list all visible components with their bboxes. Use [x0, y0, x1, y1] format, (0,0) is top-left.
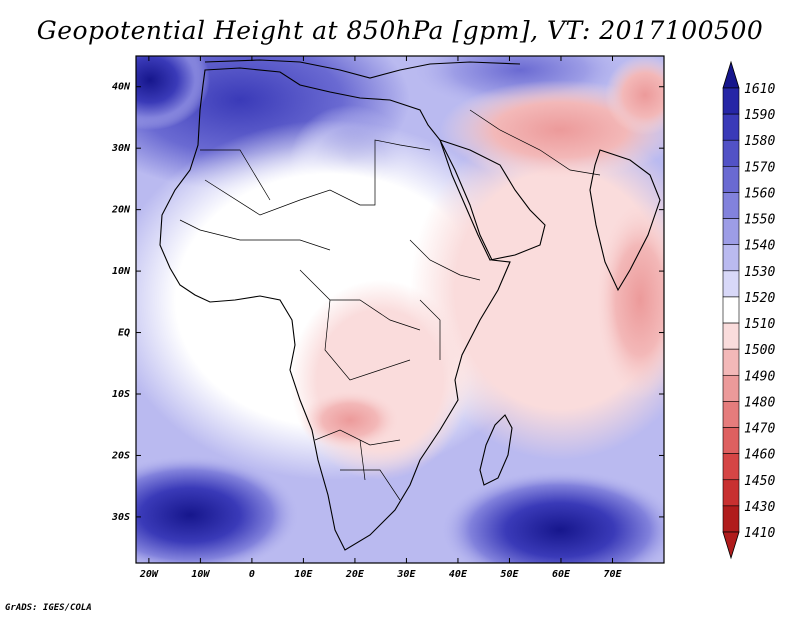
- lon-label: 10W: [191, 569, 210, 580]
- lat-label: 40N: [112, 82, 131, 93]
- colorbar-cell: [722, 192, 740, 219]
- colorbar-label: 1560: [744, 186, 775, 201]
- colorbar-cell: [722, 218, 740, 246]
- lon-label: 20W: [139, 569, 159, 580]
- borders-west: [179, 149, 331, 251]
- colorbar-label: 1580: [744, 134, 775, 149]
- colorbar-cell: [722, 139, 740, 167]
- field-asia-low: [605, 56, 664, 135]
- lat-label: 30S: [111, 512, 130, 523]
- colorbar-label: 1550: [744, 213, 775, 228]
- field-arabian-sea: [410, 120, 664, 460]
- lon-label: 70E: [603, 569, 622, 580]
- borders-south: [314, 429, 401, 501]
- colorbar: 1610 1590 1580 1570 1560 1550 1540 1530 1520 1510…: [722, 60, 775, 560]
- arabia-coastline: [439, 139, 546, 261]
- colorbar-bottom-arrow: [722, 531, 740, 560]
- colorbar-label: 1590: [744, 108, 775, 123]
- field-india-low: [595, 200, 664, 400]
- colorbar-cell: [722, 244, 740, 272]
- colorbar-label: 1490: [744, 369, 775, 384]
- lat-label: 20S: [111, 450, 130, 461]
- colorbar-label: 1450: [744, 474, 775, 489]
- borders-north: [204, 139, 431, 216]
- lon-label: 0: [249, 569, 255, 580]
- colorbar-label: 1480: [744, 395, 775, 410]
- coastlines: [159, 59, 661, 551]
- colorbar-label: 1540: [744, 239, 775, 254]
- grads-credit: GrADS: IGES/COLA: [5, 603, 92, 613]
- colorbar-label: 1460: [744, 448, 775, 463]
- colorbar-cell: [722, 113, 740, 141]
- country-borders: [179, 109, 601, 501]
- lon-label: 20E: [345, 569, 365, 580]
- colorbar-cell: [722, 87, 740, 115]
- colorbar-label: 1570: [744, 160, 775, 175]
- colorbar-label: 1610: [744, 82, 775, 97]
- colorbar-cell: [722, 427, 740, 454]
- lat-label: 10N: [112, 266, 131, 277]
- lat-label: EQ: [118, 328, 130, 339]
- colorbar-cell: [722, 270, 740, 298]
- madagascar-coastline: [479, 414, 513, 486]
- colorbar-cell: [722, 166, 740, 193]
- field-southeast-high: [440, 470, 664, 563]
- colorbar-label: 1430: [744, 500, 775, 515]
- field-central-africa: [290, 280, 470, 480]
- lat-label: 10S: [112, 389, 130, 400]
- colorbar-label: 1520: [744, 291, 775, 306]
- colorbar-label: 1530: [744, 265, 775, 280]
- map-title: Geopotential Height at 850hPa [gpm], VT:…: [36, 16, 764, 45]
- africa-coastline: [159, 67, 511, 551]
- colorbar-label: 1470: [744, 422, 775, 437]
- colorbar-cell: [722, 322, 740, 350]
- lon-label: 10E: [294, 569, 313, 580]
- lon-label: 60E: [552, 569, 571, 580]
- india-coastline: [589, 149, 661, 292]
- colorbar-top-arrow: [722, 60, 740, 89]
- lat-label: 20N: [111, 205, 131, 216]
- borders-middle-east: [469, 109, 601, 176]
- lat-label: 30N: [111, 143, 131, 154]
- europe-coastline: [204, 59, 521, 79]
- colorbar-cell: [722, 479, 740, 507]
- colorbar-label: 1510: [744, 317, 775, 332]
- lon-label: 30E: [396, 569, 416, 580]
- colorbar-cell: [722, 348, 740, 376]
- height-field: [136, 56, 664, 563]
- plot-frame: [135, 55, 665, 564]
- field-zambia-low: [300, 390, 400, 450]
- colorbar-cell: [722, 505, 740, 533]
- axes: 20W 10W 0 10E 20E 30E 40E 50E 60E 70E 40N 30N 20N 10N…: [111, 56, 664, 580]
- borders-east: [409, 239, 481, 360]
- field-southwest-high: [136, 455, 300, 563]
- colorbar-cell: [722, 453, 740, 481]
- lon-label: 50E: [500, 569, 519, 580]
- colorbar-label: 1500: [744, 343, 775, 358]
- borders-center: [299, 269, 421, 381]
- colorbar-cell: [722, 401, 740, 428]
- colorbar-label: 1410: [744, 526, 775, 541]
- lon-label: 40E: [449, 569, 468, 580]
- field-northwest-core: [136, 56, 210, 130]
- colorbar-cell: [722, 296, 740, 324]
- colorbar-cell: [722, 374, 740, 402]
